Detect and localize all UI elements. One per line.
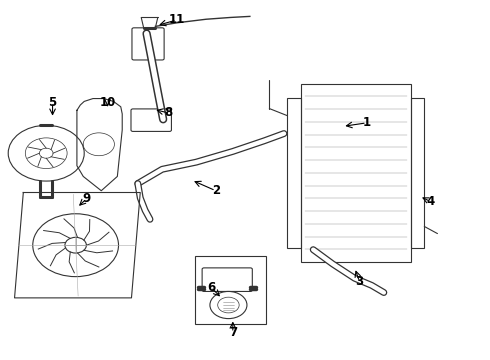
Text: 2: 2: [212, 184, 220, 197]
Text: 1: 1: [363, 116, 371, 129]
Text: 5: 5: [49, 96, 57, 109]
Bar: [288, 98, 301, 248]
Text: 10: 10: [99, 96, 116, 109]
Text: 6: 6: [207, 281, 215, 294]
Bar: [196, 256, 266, 324]
Text: 11: 11: [169, 13, 185, 27]
Bar: [301, 84, 411, 262]
Bar: [411, 98, 424, 248]
Text: 3: 3: [355, 275, 364, 288]
Text: 7: 7: [229, 327, 237, 339]
Text: 4: 4: [426, 195, 434, 208]
Text: 8: 8: [164, 106, 172, 120]
Text: 9: 9: [82, 192, 91, 205]
